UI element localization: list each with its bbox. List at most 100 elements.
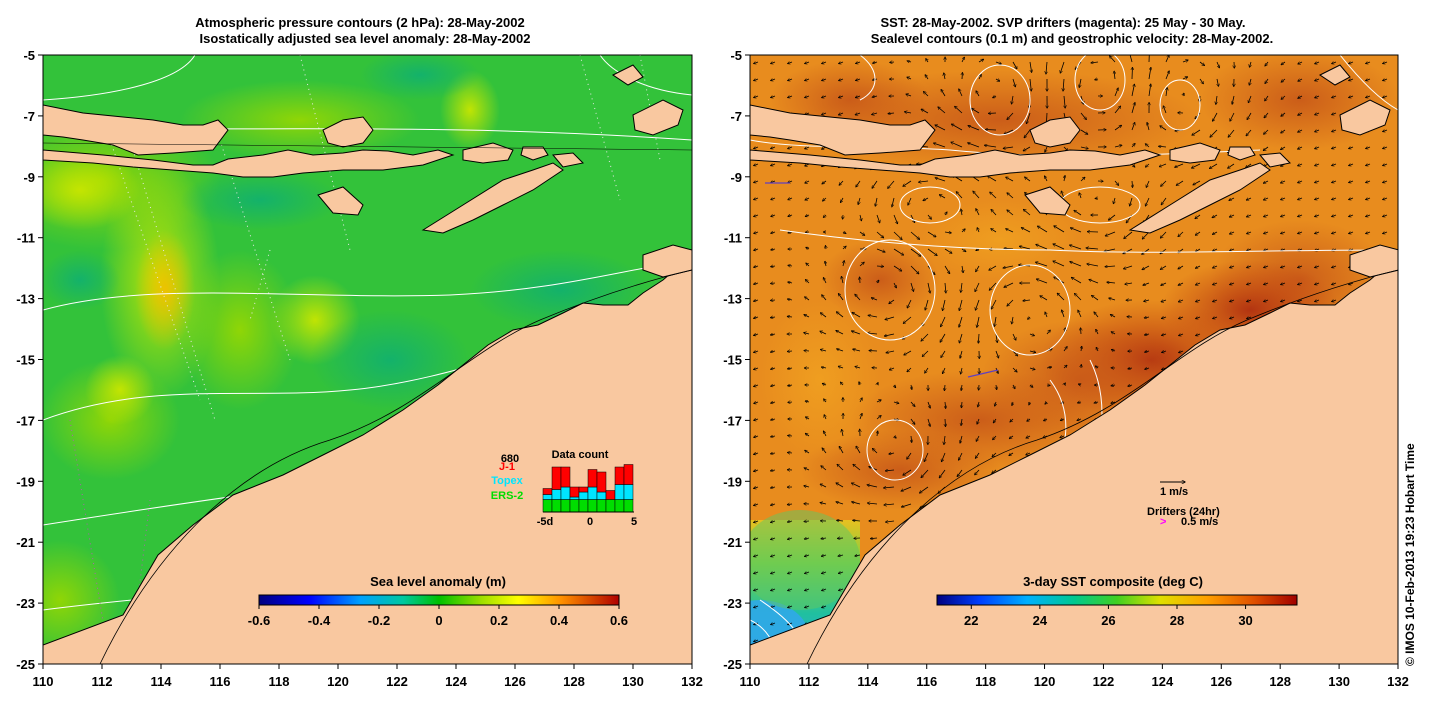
velocity-arrow bbox=[1315, 283, 1320, 285]
velocity-arrow bbox=[1161, 282, 1167, 285]
velocity-arrow bbox=[1159, 146, 1167, 147]
velocity-arrow bbox=[1315, 232, 1320, 234]
velocity-arrow bbox=[1192, 163, 1201, 168]
velocity-arrow bbox=[788, 62, 793, 64]
velocity-arrow bbox=[894, 436, 896, 438]
velocity-arrow bbox=[911, 384, 912, 389]
velocity-arrow bbox=[771, 232, 776, 233]
velocity-arrow bbox=[1045, 176, 1048, 182]
velocity-arrow bbox=[754, 606, 759, 608]
drifter-marker: > bbox=[1160, 516, 1166, 528]
velocity-arrow bbox=[852, 483, 861, 488]
velocity-arrow bbox=[822, 295, 827, 301]
velocity-arrow bbox=[1078, 384, 1081, 385]
velocity-arrow bbox=[836, 312, 844, 318]
velocity-arrow bbox=[805, 555, 810, 556]
velocity-arrow bbox=[1092, 295, 1099, 301]
data-count-bar-j1 bbox=[542, 488, 553, 495]
velocity-arrow bbox=[893, 214, 898, 224]
velocity-arrow bbox=[805, 215, 810, 216]
velocity-arrow bbox=[788, 385, 793, 386]
velocity-arrow bbox=[1060, 436, 1065, 438]
velocity-arrow bbox=[754, 334, 759, 335]
right-title-line2: Sealevel contours (0.1 m) and geostrophi… bbox=[871, 31, 1273, 46]
velocity-arrow bbox=[1332, 113, 1337, 115]
velocity-arrow bbox=[771, 164, 776, 166]
velocity-arrow bbox=[1045, 402, 1047, 404]
velocity-arrow bbox=[973, 191, 980, 199]
sst-colorbar-tick-label: 30 bbox=[1238, 613, 1252, 628]
velocity-arrow bbox=[820, 349, 827, 351]
left-panel: Atmospheric pressure contours (2 hPa): 2… bbox=[16, 15, 703, 689]
velocity-arrow bbox=[1247, 215, 1252, 217]
velocity-arrow bbox=[1281, 146, 1286, 150]
velocity-arrow bbox=[960, 350, 963, 358]
data-count-bar-j1 bbox=[605, 490, 616, 500]
velocity-arrow bbox=[934, 143, 946, 148]
velocity-arrow bbox=[1012, 78, 1015, 87]
velocity-arrow bbox=[920, 486, 929, 493]
velocity-arrow bbox=[820, 503, 827, 504]
velocity-arrow bbox=[927, 418, 930, 426]
velocity-arrow bbox=[889, 453, 895, 454]
velocity-arrow bbox=[839, 96, 844, 98]
velocity-arrow bbox=[959, 452, 963, 460]
velocity-arrow bbox=[788, 572, 793, 574]
velocity-arrow bbox=[975, 469, 980, 475]
velocity-arrow bbox=[921, 333, 929, 341]
right-xtick-label: 122 bbox=[1093, 674, 1115, 689]
velocity-arrow bbox=[820, 313, 827, 318]
velocity-arrow bbox=[1192, 129, 1201, 135]
right-ytick-label: -17 bbox=[723, 413, 742, 428]
velocity-arrow bbox=[1038, 226, 1048, 233]
velocity-arrow bbox=[805, 181, 810, 183]
velocity-arrow bbox=[771, 62, 776, 64]
velocity-arrow bbox=[1315, 300, 1320, 302]
velocity-arrow bbox=[820, 484, 827, 488]
velocity-arrow bbox=[976, 249, 980, 250]
velocity-arrow bbox=[907, 299, 912, 308]
velocity-arrow bbox=[873, 62, 878, 63]
velocity-arrow bbox=[837, 349, 844, 352]
velocity-arrow bbox=[771, 283, 776, 284]
velocity-arrow bbox=[852, 331, 861, 335]
velocity-arrow bbox=[994, 316, 996, 326]
velocity-arrow bbox=[1315, 79, 1320, 81]
velocity-arrow bbox=[943, 299, 946, 311]
velocity-arrow bbox=[901, 486, 912, 491]
velocity-arrow bbox=[1281, 181, 1286, 183]
data-count-bar-topex bbox=[596, 491, 607, 500]
velocity-arrow bbox=[1178, 283, 1184, 285]
velocity-arrow bbox=[885, 470, 895, 471]
velocity-arrow bbox=[843, 261, 844, 267]
right-ytick-label: -11 bbox=[724, 231, 742, 246]
velocity-arrow bbox=[754, 266, 759, 267]
velocity-arrow bbox=[1044, 419, 1048, 421]
velocity-arrow bbox=[805, 572, 810, 574]
data-count-bar-j1 bbox=[551, 466, 562, 490]
velocity-arrow bbox=[1114, 145, 1122, 147]
velocity-arrow bbox=[892, 197, 895, 207]
velocity-arrow bbox=[1366, 62, 1371, 64]
right-ytick-label: -13 bbox=[723, 292, 742, 307]
velocity-arrow bbox=[1217, 78, 1218, 86]
velocity-arrow bbox=[820, 331, 827, 335]
velocity-arrow bbox=[977, 228, 979, 233]
velocity-arrow bbox=[821, 466, 827, 471]
velocity-arrow bbox=[875, 197, 877, 206]
velocity-arrow bbox=[788, 538, 793, 539]
velocity-arrow bbox=[1146, 163, 1150, 167]
velocity-arrow bbox=[855, 555, 861, 556]
velocity-arrow bbox=[884, 487, 895, 488]
velocity-arrow bbox=[822, 62, 827, 64]
velocity-arrow bbox=[1281, 266, 1286, 268]
velocity-arrow bbox=[1027, 419, 1031, 421]
left-xtick-label: 130 bbox=[622, 674, 644, 689]
velocity-arrow bbox=[979, 75, 981, 80]
velocity-arrow bbox=[1248, 95, 1252, 103]
velocity-arrow bbox=[1315, 147, 1320, 149]
velocity-arrow bbox=[856, 446, 861, 454]
velocity-arrow bbox=[788, 164, 793, 166]
velocity-arrow bbox=[1332, 62, 1337, 64]
velocity-arrow bbox=[876, 400, 881, 402]
